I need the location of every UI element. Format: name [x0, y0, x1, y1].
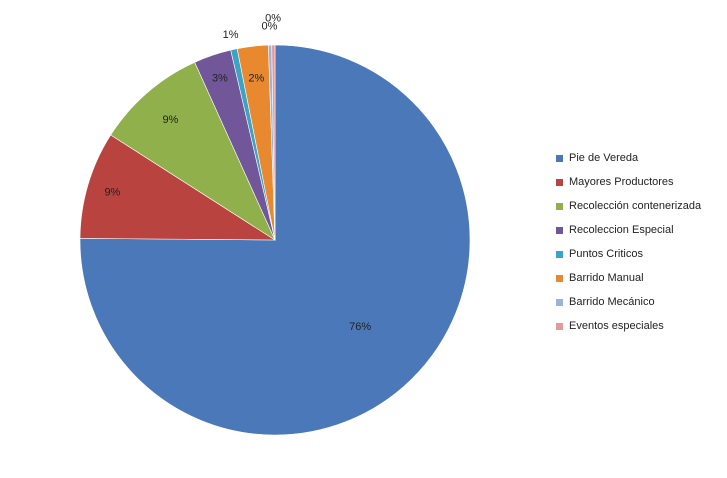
data-label-5: 2%: [248, 72, 264, 84]
legend-label-4: Puntos Criticos: [569, 248, 643, 260]
legend-item-1: Mayores Productores: [556, 170, 701, 194]
data-label-6: 0%: [262, 21, 278, 33]
legend-item-2: Recolección contenerizada: [556, 194, 701, 218]
legend-swatch-7: [556, 322, 563, 330]
pie-slice-0: [79, 44, 471, 436]
legend-swatch-2: [556, 202, 563, 210]
legend-swatch-5: [556, 274, 563, 282]
legend-label-6: Barrido Mecánico: [569, 296, 655, 308]
legend-item-5: Barrido Manual: [556, 266, 701, 290]
data-label-0: 76%: [349, 321, 371, 333]
legend-swatch-0: [556, 154, 563, 162]
legend: Pie de Vereda Mayores Productores Recolecc…: [556, 146, 701, 338]
pie-slice-1: [79, 134, 277, 241]
legend-item-6: Barrido Mecánico: [556, 290, 701, 314]
data-label-7: 0%: [265, 13, 281, 25]
pie-slice-2: [110, 61, 276, 241]
data-label-3: 3%: [212, 73, 228, 85]
legend-item-4: Puntos Criticos: [556, 242, 701, 266]
legend-swatch-1: [556, 178, 563, 186]
legend-item-0: Pie de Vereda: [556, 146, 701, 170]
data-label-2: 9%: [162, 114, 178, 126]
legend-label-1: Mayores Productores: [569, 176, 674, 188]
legend-label-5: Barrido Manual: [569, 272, 644, 284]
legend-swatch-4: [556, 250, 563, 258]
data-label-4: 1%: [223, 29, 239, 41]
data-label-1: 9%: [104, 187, 120, 199]
legend-label-7: Eventos especiales: [569, 320, 664, 332]
legend-label-2: Recolección contenerizada: [569, 200, 702, 212]
legend-swatch-6: [556, 298, 563, 306]
legend-label-0: Pie de Vereda: [569, 152, 639, 164]
legend-label-3: Recoleccion Especial: [569, 224, 674, 236]
legend-item-3: Recoleccion Especial: [556, 218, 701, 242]
pie-slice-7: [271, 44, 276, 241]
legend-swatch-3: [556, 226, 563, 234]
legend-item-7: Eventos especiales: [556, 314, 701, 338]
